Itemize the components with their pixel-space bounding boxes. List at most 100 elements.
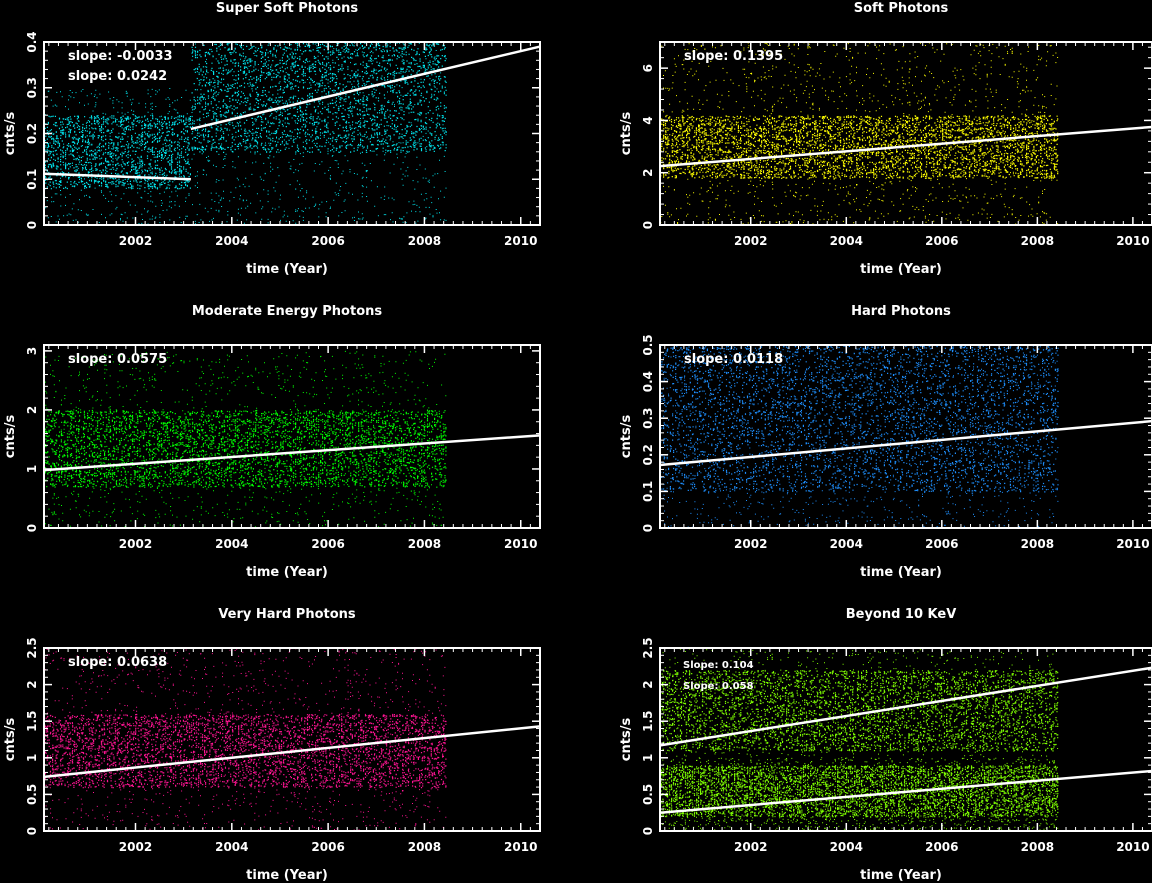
- x-tick-label: 2004: [215, 234, 248, 248]
- slope-annotation: Slope: 0.104: [683, 660, 754, 671]
- fit-line: [659, 769, 1152, 814]
- chart-panel: Super Soft Photons 0 0.1 0.2 0.3 0.4 2002 2004 2…: [3, 1, 541, 277]
- data-points: [44, 648, 447, 831]
- y-tick-label: 3: [25, 347, 39, 355]
- x-tick-label: 2002: [119, 234, 152, 248]
- fit-line: [43, 172, 191, 181]
- plot-frame: [659, 647, 1152, 832]
- y-tick-label: 0: [641, 524, 655, 532]
- x-tick-label: 2010: [504, 537, 537, 551]
- y-axis-label: cnts/s: [619, 112, 634, 156]
- y-tick-label: 4: [641, 116, 655, 124]
- y-tick-label: 2: [641, 169, 655, 177]
- y-tick-label: 0: [641, 827, 655, 835]
- chart-panel: Soft Photons 0 2 4 6 2002 2004 2006 2008 2010 time…: [619, 1, 1152, 277]
- x-axis-label: time (Year): [246, 868, 328, 883]
- y-tick-label: 2: [25, 680, 39, 688]
- y-tick-label: 1: [25, 465, 39, 473]
- chart-panel: Hard Photons 0 0.1 0.2 0.3 0.4 0.5 2002 2004 2006…: [619, 304, 1152, 580]
- slope-annotation: slope: 0.0575: [68, 352, 167, 367]
- fit-line: [43, 725, 541, 779]
- chart-title: Soft Photons: [854, 1, 949, 16]
- x-tick-label: 2010: [504, 840, 537, 854]
- chart-panel: Beyond 10 KeV 0 0.5 1 1.5 2 2.5 2002 2004 2006 200…: [619, 607, 1152, 883]
- fit-line: [43, 434, 541, 472]
- x-tick-label: 2004: [830, 537, 863, 551]
- x-tick-label: 2002: [119, 840, 152, 854]
- x-tick-label: 2006: [311, 840, 344, 854]
- x-tick-label: 2008: [408, 234, 441, 248]
- y-tick-label: 1.5: [641, 711, 655, 732]
- x-tick-label: 2010: [1116, 840, 1149, 854]
- chart-title: Hard Photons: [851, 304, 951, 319]
- x-tick-label: 2006: [311, 537, 344, 551]
- chart-panel: Very Hard Photons 0 0.5 1 1.5 2 2.5 2002 2004 200…: [3, 607, 541, 883]
- y-tick-label: 0: [25, 827, 39, 835]
- y-tick-label: 2.5: [641, 637, 655, 658]
- x-tick-label: 2006: [925, 537, 958, 551]
- y-tick-label: 0.5: [641, 334, 655, 355]
- y-tick-label: 1: [641, 754, 655, 762]
- x-axis-label: time (Year): [246, 565, 328, 580]
- y-tick-label: 0.2: [641, 444, 655, 465]
- x-tick-label: 2006: [925, 840, 958, 854]
- y-tick-label: 0.3: [25, 77, 39, 98]
- x-axis-label: time (Year): [860, 565, 942, 580]
- y-tick-label: 2: [641, 680, 655, 688]
- chart-title: Beyond 10 KeV: [846, 607, 957, 622]
- fit-line: [659, 125, 1152, 168]
- y-tick-label: 2.5: [25, 637, 39, 658]
- x-axis-label: time (Year): [860, 868, 942, 883]
- slope-annotation: slope: 0.0118: [684, 352, 783, 367]
- data-points: [660, 345, 1059, 528]
- x-tick-label: 2008: [1021, 537, 1054, 551]
- data-points: [44, 350, 447, 528]
- x-tick-label: 2008: [1021, 234, 1054, 248]
- x-tick-label: 2004: [830, 234, 863, 248]
- chart-title: Super Soft Photons: [216, 1, 358, 16]
- x-tick-label: 2006: [925, 234, 958, 248]
- y-tick-label: 0.2: [25, 123, 39, 144]
- y-tick-label: 1: [25, 754, 39, 762]
- y-tick-label: 0: [25, 524, 39, 532]
- x-axis-label: time (Year): [246, 262, 328, 277]
- x-tick-label: 2004: [830, 840, 863, 854]
- data-points: [660, 648, 1059, 831]
- x-tick-label: 2010: [1116, 234, 1149, 248]
- y-tick-label: 0.1: [641, 481, 655, 502]
- data-points: [660, 42, 1059, 225]
- y-tick-label: 0.5: [641, 784, 655, 805]
- x-axis-label: time (Year): [860, 262, 942, 277]
- slope-annotation: slope: 0.0638: [68, 655, 167, 670]
- x-tick-label: 2002: [734, 234, 767, 248]
- y-axis-label: cnts/s: [3, 415, 18, 459]
- y-tick-label: 6: [641, 64, 655, 72]
- x-tick-label: 2008: [408, 537, 441, 551]
- x-tick-label: 2004: [215, 840, 248, 854]
- data-points: [44, 42, 447, 225]
- slope-annotation: slope: -0.0033: [68, 49, 173, 64]
- plot-frame: [43, 344, 541, 529]
- x-tick-label: 2010: [504, 234, 537, 248]
- y-axis-label: cnts/s: [3, 112, 18, 156]
- x-tick-label: 2002: [119, 537, 152, 551]
- x-tick-label: 2002: [734, 840, 767, 854]
- plot-frame: [659, 344, 1152, 529]
- y-axis-label: cnts/s: [619, 415, 634, 459]
- chart-panel: Moderate Energy Photons 0 1 2 3 2002 2004 2006 2…: [3, 304, 541, 580]
- y-tick-label: 0: [25, 221, 39, 229]
- fit-line: [659, 666, 1152, 747]
- fit-line: [659, 419, 1152, 467]
- plot-frame: [43, 647, 541, 832]
- slope-annotation: slope: 0.1395: [684, 49, 783, 64]
- x-tick-label: 2010: [1116, 537, 1149, 551]
- plot-frame: [659, 41, 1152, 226]
- y-tick-label: 0.4: [641, 371, 655, 392]
- slope-annotation: Slope: 0.058: [683, 681, 754, 692]
- fit-line: [190, 45, 541, 131]
- y-tick-label: 0.4: [25, 31, 39, 52]
- x-tick-label: 2006: [311, 234, 344, 248]
- y-tick-label: 1.5: [25, 711, 39, 732]
- y-axis-label: cnts/s: [619, 718, 634, 762]
